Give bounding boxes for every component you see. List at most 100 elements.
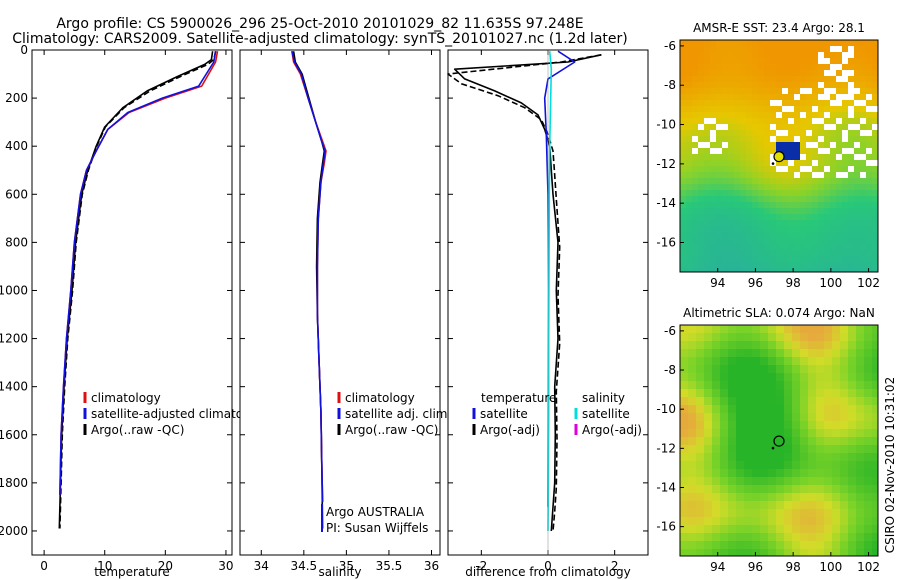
map-cell <box>746 46 752 52</box>
map-cell <box>854 106 860 112</box>
map-cell <box>788 130 794 136</box>
map-cell <box>792 365 800 373</box>
map-cell <box>818 82 824 88</box>
map-cell <box>800 172 806 178</box>
map-cell <box>758 184 764 190</box>
map-cell <box>752 421 760 429</box>
map-cell <box>734 148 740 154</box>
map-cell <box>872 238 878 244</box>
map-cell <box>792 397 800 405</box>
map-cell <box>768 549 776 556</box>
map-cell <box>808 485 816 493</box>
map-cell <box>792 445 800 453</box>
y-tick-label: 1000 <box>0 283 28 297</box>
map-cell <box>692 106 698 112</box>
map-cell <box>800 250 806 256</box>
map-cell <box>872 525 878 533</box>
map-cell <box>758 40 764 46</box>
map-cell <box>692 160 698 166</box>
map-cell <box>696 445 704 453</box>
map-cell <box>698 256 704 262</box>
map-cell <box>758 58 764 64</box>
map-cell <box>784 413 792 421</box>
map-cell <box>692 196 698 202</box>
map-cell <box>704 405 712 413</box>
map-cell <box>792 517 800 525</box>
map-cell <box>722 154 728 160</box>
map-cell <box>872 437 878 445</box>
map-cell <box>764 178 770 184</box>
map-cell <box>848 493 856 501</box>
map-cell <box>872 220 878 226</box>
map-cell <box>816 493 824 501</box>
map-cell <box>736 421 744 429</box>
map-cell <box>794 190 800 196</box>
map-cell <box>800 333 808 341</box>
map-cell <box>710 124 716 130</box>
map-cell <box>806 238 812 244</box>
map-cell <box>728 118 734 124</box>
map-cell <box>824 94 830 100</box>
map-cell <box>872 389 878 397</box>
map-cell <box>704 160 710 166</box>
map-cell <box>770 262 776 268</box>
map-cell <box>848 58 854 64</box>
map-cell <box>760 413 768 421</box>
map-cell <box>686 148 692 154</box>
map-cell <box>752 58 758 64</box>
map-cell <box>740 118 746 124</box>
map-cell <box>872 64 878 70</box>
y-tick-label: 200 <box>5 91 28 105</box>
map-cell <box>800 517 808 525</box>
map-cell <box>758 220 764 226</box>
map-cell <box>848 421 856 429</box>
y-tick-label: -12 <box>656 441 676 455</box>
map-cell <box>734 208 740 214</box>
map-cell <box>842 52 848 58</box>
map-cell <box>764 244 770 250</box>
map-cell <box>784 341 792 349</box>
map-cell <box>784 333 792 341</box>
map-cell <box>716 130 722 136</box>
map-cell <box>736 389 744 397</box>
map-cell <box>782 130 788 136</box>
map-cell <box>680 46 686 52</box>
map-cell <box>680 166 686 172</box>
map-cell <box>824 429 832 437</box>
map-cell <box>800 421 808 429</box>
map-cell <box>722 166 728 172</box>
map-cell <box>744 373 752 381</box>
map-cell <box>854 94 860 100</box>
map-cell <box>688 429 696 437</box>
map-cell <box>698 268 704 272</box>
map-cell <box>696 381 704 389</box>
map-cell <box>704 154 710 160</box>
map-cell <box>860 250 866 256</box>
map-cell <box>736 365 744 373</box>
map-cell <box>776 190 782 196</box>
map-cell <box>722 124 728 130</box>
map-cell <box>728 130 734 136</box>
map-cell <box>830 64 836 70</box>
map-cell <box>794 220 800 226</box>
map-cell <box>866 130 872 136</box>
map-cell <box>746 88 752 94</box>
map-cell <box>744 541 752 549</box>
map-cell <box>848 190 854 196</box>
map-cell <box>854 178 860 184</box>
map-cell <box>872 94 878 100</box>
map-cell <box>752 214 758 220</box>
map-cell <box>808 541 816 549</box>
map-cell <box>736 509 744 517</box>
map-cell <box>794 178 800 184</box>
map-cell <box>848 256 854 262</box>
map-cell <box>818 40 824 46</box>
map-cell <box>744 341 752 349</box>
map-cell <box>848 178 854 184</box>
map-cell <box>794 46 800 52</box>
map-cell <box>800 58 806 64</box>
map-cell <box>752 112 758 118</box>
map-cell <box>710 64 716 70</box>
map-cell <box>800 373 808 381</box>
map-cell <box>712 485 720 493</box>
